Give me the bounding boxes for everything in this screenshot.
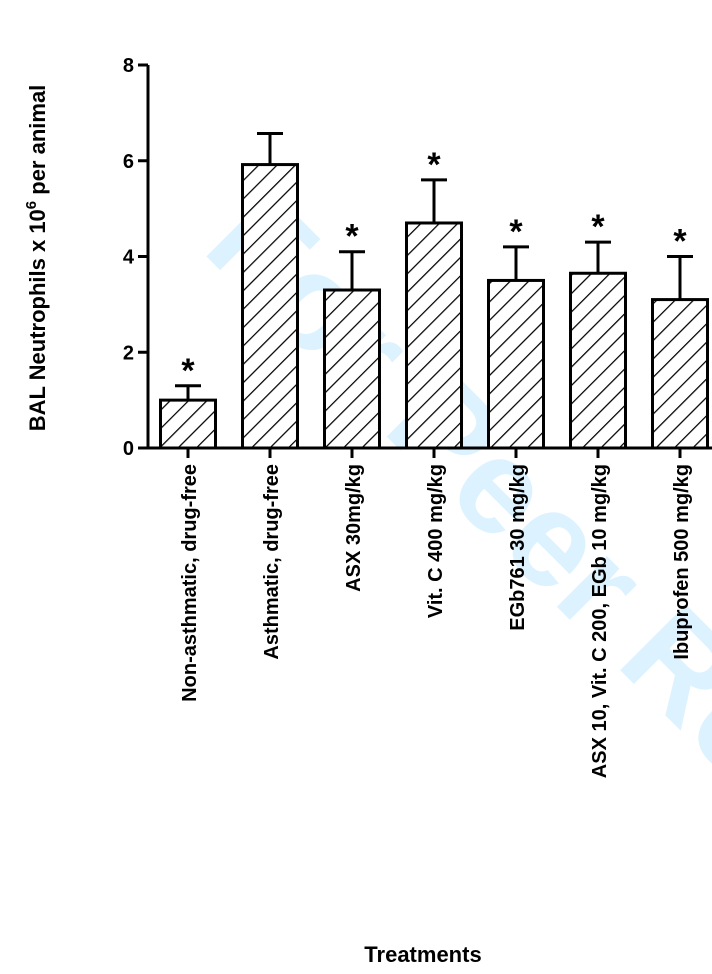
y-tick-group: 0 2 4 6 8 — [123, 55, 148, 460]
category-label: ASX 30mg/kg — [343, 464, 365, 592]
bar-series: * * * * * * — [159, 131, 709, 458]
significance-marker: * — [181, 352, 195, 390]
significance-marker: * — [509, 213, 523, 251]
y-tick-label: 2 — [123, 342, 134, 364]
category-label: EGb761 30 mg/kg — [507, 464, 529, 631]
category-label-group: Non-asthmatic, drug-free Asthmatic, drug-… — [179, 464, 693, 778]
category-label: Ibuprofen 500 mg/kg — [671, 464, 693, 660]
y-axis-title: BAL Neutrophils x 106 per animal — [23, 85, 50, 432]
bar — [159, 398, 217, 450]
y-tick-label: 8 — [123, 55, 134, 77]
category-label: ASX 10, Vit. C 200, EGb 10 mg/kg — [589, 464, 611, 778]
significance-marker: * — [673, 223, 687, 261]
bar — [241, 163, 299, 450]
bar — [405, 221, 463, 450]
y-axis-title-superscript: 6 — [23, 201, 40, 209]
significance-marker: * — [427, 146, 441, 184]
y-tick-label: 0 — [123, 438, 134, 460]
bar — [487, 278, 545, 450]
category-label: Non-asthmatic, drug-free — [179, 464, 201, 702]
y-axis-title-main: BAL Neutrophils x 10 — [25, 209, 50, 431]
y-tick-label: 4 — [123, 247, 135, 269]
y-tick-label: 6 — [123, 151, 134, 173]
x-axis-title: Treatments — [364, 942, 481, 967]
significance-marker: * — [591, 208, 605, 246]
category-label: Vit. C 400 mg/kg — [425, 464, 447, 618]
bar — [651, 298, 709, 450]
significance-marker: * — [345, 218, 359, 256]
category-label: Asthmatic, drug-free — [261, 464, 283, 660]
bar — [569, 271, 627, 450]
bar — [323, 288, 381, 450]
y-axis-title-tail: per animal — [25, 85, 50, 201]
